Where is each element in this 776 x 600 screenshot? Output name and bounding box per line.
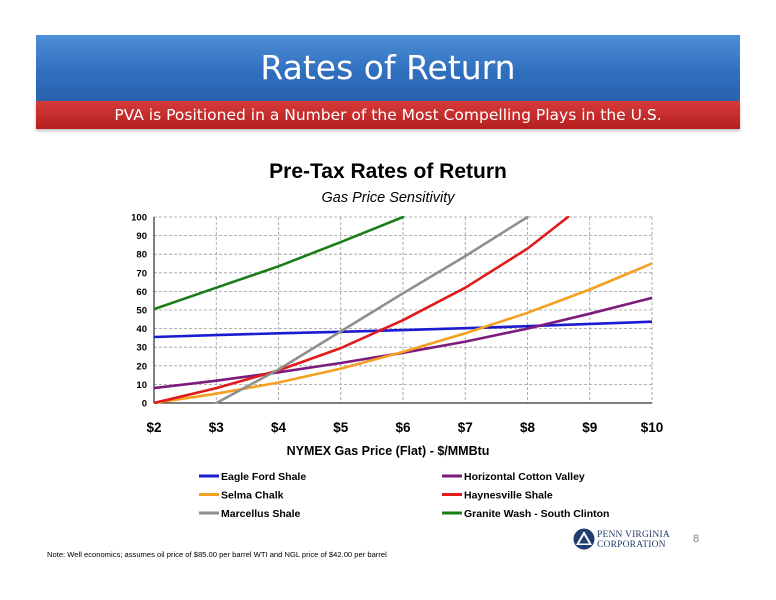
y-tick-label: 70 [136, 268, 147, 279]
slide-title: Rates of Return [260, 48, 516, 87]
series-line-3 [154, 262, 652, 404]
x-tick-label: $2 [146, 420, 161, 435]
triangle-logo-icon [573, 528, 595, 550]
slide-subtitle: PVA is Positioned in a Number of the Mos… [114, 106, 662, 124]
y-tick-label: 60 [136, 287, 147, 298]
company-logo: PENN VIRGINIA CORPORATION [573, 528, 683, 554]
y-tick-label: 0 [142, 399, 147, 410]
series-line-6 [154, 216, 405, 311]
series-line-1 [154, 320, 652, 339]
y-tick-label: 80 [136, 250, 147, 261]
x-tick-label: $7 [458, 420, 473, 435]
y-tick-label: 50 [136, 306, 147, 317]
y-tick-label: 40 [136, 324, 147, 335]
series-line-5 [215, 216, 529, 404]
legend-label: Marcellus Shale [221, 508, 301, 520]
logo-line-1: PENN VIRGINIA [597, 530, 670, 540]
y-tick-label: 10 [136, 380, 147, 391]
x-tick-label: $10 [641, 420, 664, 435]
x-tick-label: $6 [395, 420, 411, 435]
legend-label: Horizontal Cotton Valley [464, 471, 585, 483]
x-tick-label: $9 [582, 420, 597, 435]
chart-title: Pre-Tax Rates of Return [269, 160, 507, 183]
y-tick-label: 30 [136, 343, 147, 354]
x-tick-label: $8 [520, 420, 536, 435]
footnote: Note: Well economics; assumes oil price … [47, 550, 387, 559]
x-tick-label: $3 [209, 420, 225, 435]
legend-label: Selma Chalk [221, 489, 284, 501]
legend-label: Granite Wash - South Clinton [464, 508, 609, 520]
series-line-4 [154, 216, 570, 404]
y-tick-label: 100 [131, 213, 147, 224]
page-number: 8 [693, 533, 700, 545]
title-band: Rates of Return [36, 35, 740, 101]
y-tick-label: 20 [136, 361, 147, 372]
y-tick-label: 90 [136, 231, 147, 242]
logo-line-2: CORPORATION [597, 540, 666, 550]
x-tick-label: $4 [271, 420, 287, 435]
x-tick-label: $5 [333, 420, 349, 435]
subtitle-band: PVA is Positioned in a Number of the Mos… [36, 101, 740, 129]
legend-label: Haynesville Shale [464, 489, 553, 501]
chart-subtitle: Gas Price Sensitivity [322, 190, 456, 206]
x-axis-label: NYMEX Gas Price (Flat) - $/MMBtu [287, 444, 490, 458]
legend-label: Eagle Ford Shale [221, 471, 306, 483]
